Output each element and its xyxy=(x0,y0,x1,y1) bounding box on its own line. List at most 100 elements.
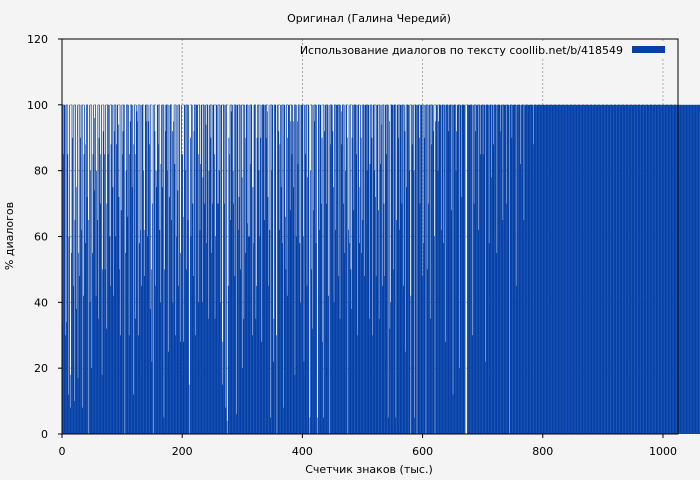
bar xyxy=(195,104,197,434)
bar xyxy=(117,104,119,434)
bar xyxy=(182,154,183,435)
bar xyxy=(557,104,559,434)
bar xyxy=(601,104,603,434)
bar xyxy=(72,285,74,434)
bar xyxy=(360,137,362,434)
bar xyxy=(424,137,426,434)
bar xyxy=(357,335,358,434)
bar xyxy=(134,104,135,434)
bar xyxy=(697,104,699,434)
bar xyxy=(577,104,578,434)
bar xyxy=(500,104,502,434)
bar xyxy=(536,104,538,434)
bar xyxy=(697,104,698,434)
bar xyxy=(257,104,259,434)
bar xyxy=(427,104,429,434)
bar xyxy=(222,341,224,434)
bar xyxy=(628,104,630,434)
bar xyxy=(421,276,423,434)
bar xyxy=(550,104,552,434)
bar xyxy=(346,104,348,434)
bar xyxy=(459,104,461,434)
y-axis-ticks: 0 20 40 60 80 100 120 xyxy=(27,33,62,441)
bar xyxy=(650,104,652,434)
bar xyxy=(277,104,278,434)
bar xyxy=(498,104,500,434)
bar xyxy=(313,210,314,434)
bar xyxy=(159,229,161,434)
bar xyxy=(348,229,349,434)
x-tick-label: 800 xyxy=(532,445,553,458)
bar xyxy=(683,104,685,434)
bar xyxy=(681,104,682,434)
bar xyxy=(336,104,337,434)
bar xyxy=(505,104,507,434)
bar xyxy=(410,295,412,434)
bar xyxy=(646,104,648,434)
bar xyxy=(262,104,264,434)
bar xyxy=(495,104,497,434)
bar xyxy=(107,154,109,435)
bar xyxy=(121,104,123,434)
bar xyxy=(623,104,625,434)
bar xyxy=(375,197,376,434)
bar xyxy=(303,361,305,434)
bar xyxy=(642,104,644,434)
bar xyxy=(98,137,100,434)
bar xyxy=(668,104,670,434)
bar xyxy=(232,170,234,434)
bar xyxy=(415,104,417,434)
bar xyxy=(552,104,554,434)
bar xyxy=(551,104,553,434)
bar xyxy=(109,236,111,434)
bar xyxy=(461,104,463,434)
bar xyxy=(448,104,450,434)
bar xyxy=(76,187,78,434)
bar xyxy=(239,104,241,434)
bar xyxy=(132,104,134,434)
bar xyxy=(163,417,165,434)
bar xyxy=(204,104,206,434)
bar xyxy=(247,104,249,434)
bar xyxy=(301,104,302,434)
bar xyxy=(337,104,338,434)
bar xyxy=(114,131,116,434)
bar xyxy=(659,104,661,434)
bar xyxy=(684,104,685,434)
bar xyxy=(639,104,641,434)
bar xyxy=(586,104,587,434)
bar xyxy=(214,154,215,435)
bar xyxy=(95,104,96,434)
bar xyxy=(649,104,650,434)
bar xyxy=(664,104,666,434)
bar xyxy=(120,210,122,434)
bar xyxy=(542,104,544,434)
bar xyxy=(405,351,406,434)
bar xyxy=(356,104,358,434)
bar xyxy=(549,104,551,434)
bar xyxy=(540,104,542,434)
bar xyxy=(287,104,289,434)
bar xyxy=(155,170,157,434)
bar xyxy=(176,104,178,434)
bar xyxy=(158,144,159,435)
bar xyxy=(119,269,120,434)
bar xyxy=(370,104,372,434)
bar xyxy=(519,164,521,435)
bar xyxy=(224,203,226,434)
bar xyxy=(598,104,600,434)
bar xyxy=(454,104,456,434)
chart-title: Оригинал (Галина Чередий) xyxy=(287,12,451,25)
bar xyxy=(605,104,607,434)
bar xyxy=(209,104,211,434)
bar xyxy=(152,104,154,434)
bar xyxy=(688,104,690,434)
bar xyxy=(522,104,524,434)
bar xyxy=(168,197,170,434)
bar xyxy=(125,170,127,434)
bar xyxy=(282,104,284,434)
bar xyxy=(191,104,192,434)
bar xyxy=(181,154,183,435)
bar xyxy=(638,104,640,434)
bar xyxy=(450,210,452,434)
